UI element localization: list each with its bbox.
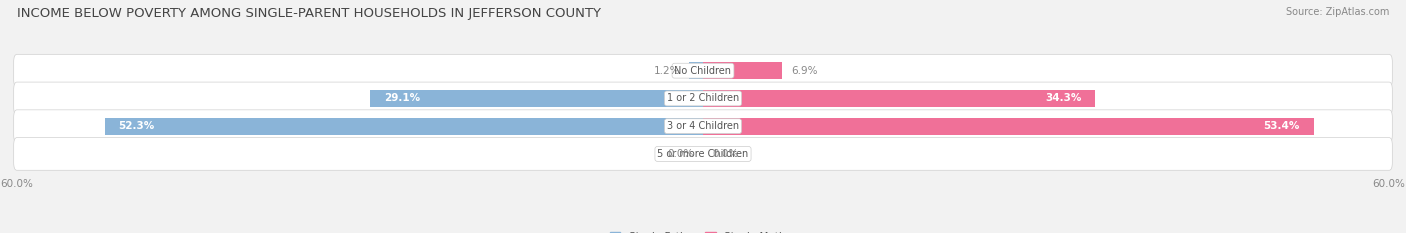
Text: Source: ZipAtlas.com: Source: ZipAtlas.com (1285, 7, 1389, 17)
Text: 53.4%: 53.4% (1264, 121, 1301, 131)
Text: INCOME BELOW POVERTY AMONG SINGLE-PARENT HOUSEHOLDS IN JEFFERSON COUNTY: INCOME BELOW POVERTY AMONG SINGLE-PARENT… (17, 7, 600, 20)
Bar (105, 118, 703, 135)
Text: 0.0%: 0.0% (713, 149, 738, 159)
Text: 52.3%: 52.3% (118, 121, 155, 131)
Text: 0.0%: 0.0% (668, 149, 693, 159)
FancyBboxPatch shape (14, 82, 1392, 115)
Text: 3 or 4 Children: 3 or 4 Children (666, 121, 740, 131)
Text: 1 or 2 Children: 1 or 2 Children (666, 93, 740, 103)
Legend: Single Father, Single Mother: Single Father, Single Mother (606, 228, 800, 233)
Text: 1.2%: 1.2% (654, 66, 681, 76)
Bar (703, 90, 1095, 107)
Text: 29.1%: 29.1% (384, 93, 420, 103)
Bar (703, 118, 1313, 135)
Bar (370, 90, 703, 107)
FancyBboxPatch shape (14, 138, 1392, 170)
Text: 34.3%: 34.3% (1045, 93, 1081, 103)
FancyBboxPatch shape (14, 54, 1392, 87)
Bar (689, 62, 703, 79)
Text: 6.9%: 6.9% (792, 66, 817, 76)
Text: 5 or more Children: 5 or more Children (658, 149, 748, 159)
FancyBboxPatch shape (14, 110, 1392, 143)
Bar (703, 62, 782, 79)
Text: No Children: No Children (675, 66, 731, 76)
